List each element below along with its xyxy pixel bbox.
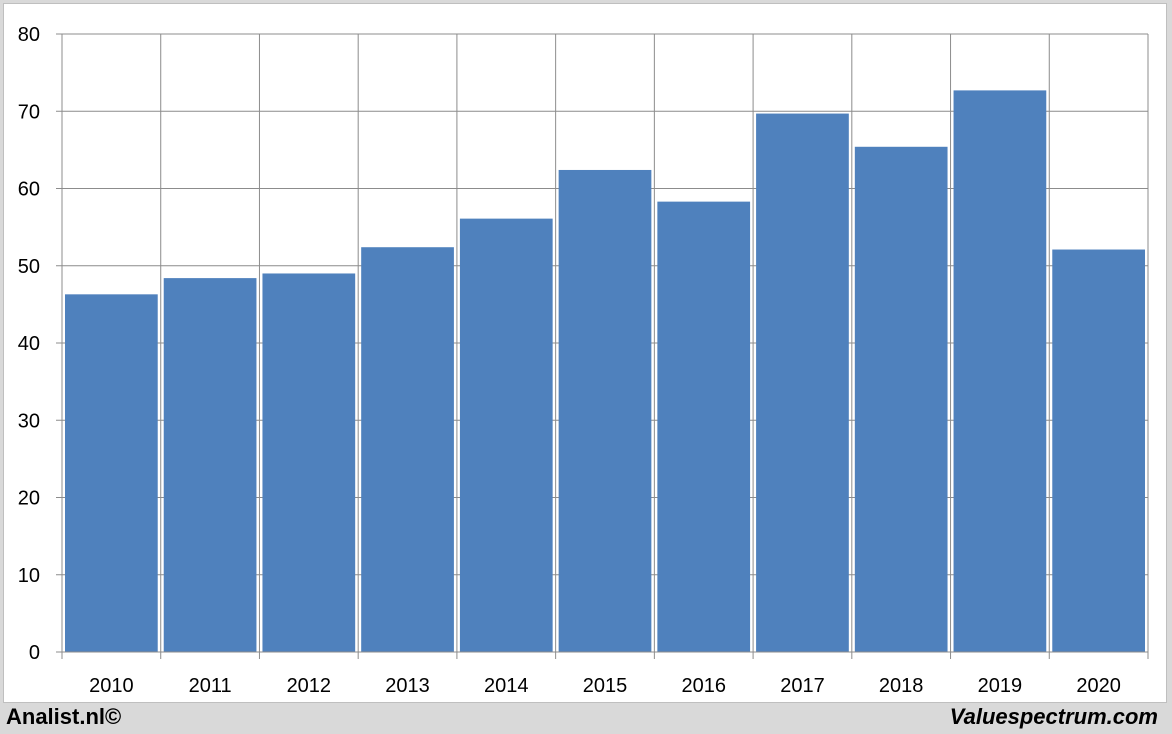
bar-2014 xyxy=(459,218,553,652)
bar-2010 xyxy=(65,294,158,652)
y-tick-label: 10 xyxy=(18,565,40,587)
bar-2013 xyxy=(361,247,454,652)
axes xyxy=(56,33,1149,659)
bar-2016 xyxy=(657,201,751,652)
bar-2020 xyxy=(1052,249,1145,652)
footer-source-right: Valuespectrum.com xyxy=(949,704,1158,729)
x-tick-label: 2014 xyxy=(484,675,529,697)
y-tick-label: 0 xyxy=(29,642,40,664)
y-tick-label: 30 xyxy=(18,410,40,432)
bars xyxy=(65,90,1145,652)
bar-2019 xyxy=(953,90,1047,652)
footer-source-left: Analist.nl© xyxy=(6,704,122,729)
bar-2012 xyxy=(262,273,356,652)
y-tick-label: 40 xyxy=(18,333,40,355)
x-tick-label: 2019 xyxy=(978,675,1023,697)
x-tick-label: 2015 xyxy=(583,675,628,697)
y-tick-label: 50 xyxy=(18,256,40,278)
x-tick-label: 2011 xyxy=(189,675,232,697)
bar-2018 xyxy=(854,146,948,652)
x-tick-label: 2016 xyxy=(681,675,726,697)
x-tick-label: 2017 xyxy=(780,675,825,697)
bar-2017 xyxy=(756,113,849,652)
x-tick-label: 2020 xyxy=(1076,675,1121,697)
x-tick-label: 2010 xyxy=(89,675,134,697)
bar-2015 xyxy=(558,169,652,652)
bar-2011 xyxy=(163,278,257,652)
y-tick-label: 80 xyxy=(18,24,40,46)
y-tick-label: 60 xyxy=(18,179,40,201)
x-tick-label: 2018 xyxy=(879,675,924,697)
tick-labels: 0 10 20 30 40 50 60 70 80 2010 2011 2012 2013 2014 201… xyxy=(18,24,1121,697)
x-tick-label: 2012 xyxy=(287,675,332,697)
y-tick-label: 70 xyxy=(18,101,40,123)
y-tick-label: 20 xyxy=(18,488,40,510)
x-tick-label: 2013 xyxy=(385,675,430,697)
